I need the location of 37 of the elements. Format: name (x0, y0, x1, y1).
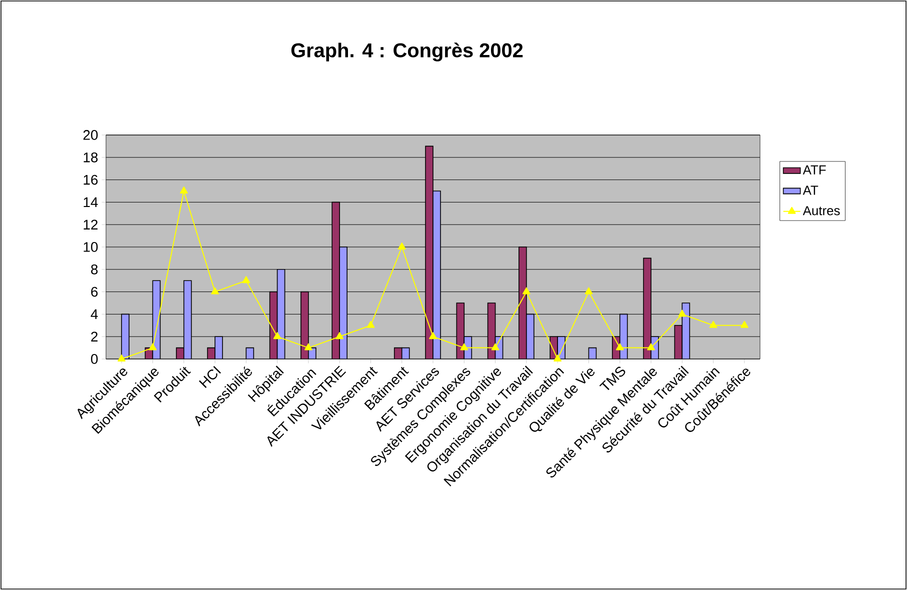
legend-label: Autres (802, 206, 840, 216)
chart-title: Graph. 4 : Congrès 2002 (291, 42, 523, 62)
point (740, 320, 748, 328)
point (647, 343, 655, 350)
point (148, 343, 157, 350)
y-tick-label: 2 (91, 332, 98, 342)
point (366, 320, 375, 328)
bar (276, 269, 286, 359)
y-tick-label: 8 (91, 264, 98, 274)
point (678, 310, 686, 317)
y-tick-label: 4 (90, 309, 98, 319)
y-tick-label: 10 (84, 242, 98, 252)
point (709, 320, 718, 328)
point (429, 332, 437, 340)
point (336, 332, 344, 340)
point (304, 343, 312, 350)
point (554, 354, 562, 362)
legend-label: AT (802, 186, 818, 195)
point (180, 186, 188, 194)
y-tick-label: 6 (91, 286, 98, 297)
point (460, 343, 468, 350)
y-tick-label: 20 (83, 130, 98, 140)
point (398, 242, 406, 250)
point (522, 287, 530, 294)
y-tick-label: 12 (84, 220, 98, 230)
point (584, 287, 593, 294)
point (491, 343, 500, 350)
point (242, 276, 250, 284)
point (616, 343, 624, 350)
y-tick-label: 0 (91, 354, 98, 364)
point (273, 332, 282, 340)
y-tick-label: 16 (84, 174, 98, 185)
y-tick-label: 18 (84, 152, 98, 162)
point (118, 354, 126, 362)
y-tick-label: 14 (84, 197, 98, 207)
legend-label: ATF (802, 165, 826, 174)
point (211, 287, 219, 294)
